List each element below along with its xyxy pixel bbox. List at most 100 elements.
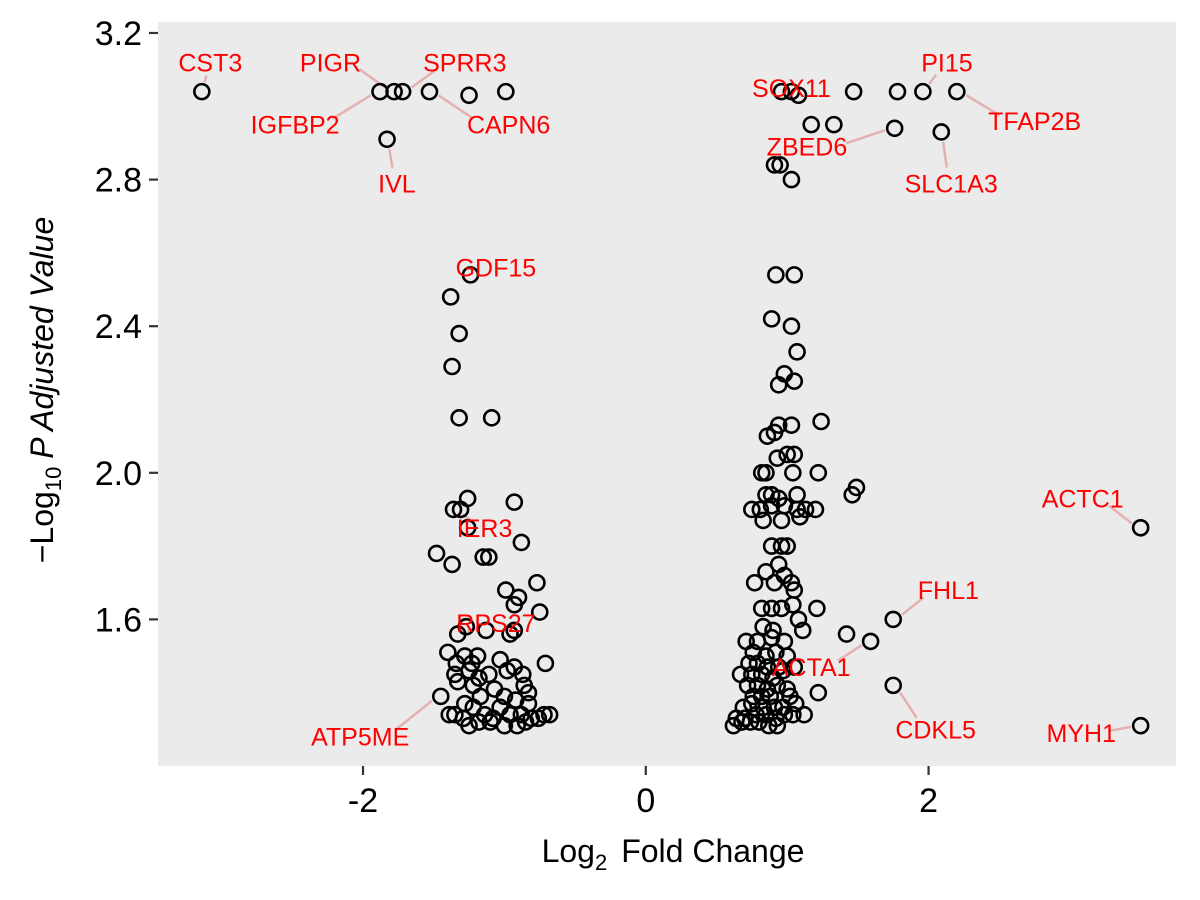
data-point	[768, 449, 787, 467]
label-leader-line	[837, 644, 863, 662]
data-point	[914, 82, 932, 101]
label-leader-line	[941, 141, 948, 168]
data-point	[750, 713, 768, 731]
data-point	[743, 500, 761, 519]
data-point	[439, 643, 457, 662]
data-point	[443, 357, 461, 376]
data-point	[457, 617, 476, 636]
data-point	[791, 507, 809, 526]
data-point	[451, 500, 470, 519]
data-point	[477, 621, 495, 640]
data-point	[754, 511, 772, 530]
data-point	[448, 672, 467, 691]
label-leader-line	[395, 699, 433, 731]
data-point	[785, 445, 804, 464]
data-point	[765, 573, 784, 592]
data-point	[793, 621, 812, 640]
data-point	[743, 694, 761, 713]
data-point	[784, 463, 802, 482]
data-point	[752, 599, 771, 618]
data-point	[789, 86, 808, 105]
data-point	[778, 445, 796, 464]
data-point	[431, 687, 450, 706]
data-point	[440, 705, 459, 724]
gene-label: PIGR	[300, 49, 361, 77]
data-point	[812, 412, 830, 431]
data-point	[393, 82, 412, 101]
data-point	[505, 493, 524, 511]
data-point	[450, 324, 468, 343]
x-tick-label: 2	[919, 782, 938, 820]
data-point	[806, 500, 825, 519]
data-point	[482, 409, 501, 427]
x-tick-label: 0	[636, 782, 655, 820]
data-point	[461, 266, 480, 284]
label-leader-line	[1107, 725, 1131, 733]
data-point	[785, 658, 804, 676]
x-tick-label: -2	[348, 782, 378, 820]
data-point	[786, 694, 805, 713]
label-leader-line	[928, 73, 938, 85]
data-point	[458, 518, 477, 537]
data-point	[825, 115, 843, 134]
y-tick-label: 2.4	[95, 308, 142, 346]
data-point	[772, 599, 791, 618]
label-leader-line	[899, 691, 918, 719]
data-point	[495, 716, 514, 735]
gene-label: ATP5ME	[311, 724, 409, 752]
data-point	[740, 654, 758, 673]
data-point	[789, 610, 808, 629]
data-point	[884, 676, 903, 695]
data-point	[470, 713, 488, 731]
data-point	[754, 617, 772, 636]
data-point	[528, 573, 546, 592]
gene-label: CST3	[178, 49, 242, 77]
data-point	[837, 625, 856, 643]
data-point	[784, 595, 802, 614]
data-point	[497, 581, 515, 599]
gene-label: GDF15	[456, 255, 537, 283]
data-point	[745, 573, 764, 592]
data-point	[378, 130, 396, 149]
data-point	[808, 599, 826, 618]
data-point	[385, 82, 403, 101]
data-point	[785, 372, 804, 390]
data-point	[932, 123, 951, 141]
y-axis-title: −Log10P Adjusted Value	[24, 217, 66, 564]
data-point	[501, 625, 519, 643]
data-point	[480, 665, 498, 684]
gene-label: SLC1A3	[905, 170, 998, 198]
data-point	[759, 716, 778, 735]
label-leader-line	[901, 596, 925, 616]
data-point	[768, 716, 787, 735]
data-point	[535, 705, 553, 724]
data-point	[782, 317, 801, 335]
gene-label: ZBED6	[767, 134, 848, 162]
data-point	[762, 496, 781, 515]
x-axis-title: Log2 Fold Change	[542, 833, 805, 875]
x-axis: -2 0 2	[348, 766, 938, 820]
data-point	[1131, 716, 1150, 735]
data-point	[450, 409, 468, 427]
gene-label: MYH1	[1047, 720, 1116, 748]
data-point	[771, 156, 789, 174]
gene-label: RPS27	[456, 610, 535, 638]
data-point	[885, 119, 904, 138]
gene-labels: CST3 PIGR SPRR3 IGFBP2 CAPN6 IVL SOX11 PI15 TFAP…	[178, 49, 1123, 751]
data-point	[733, 713, 751, 731]
data-point	[861, 632, 880, 651]
data-point	[772, 511, 791, 530]
data-point	[508, 716, 526, 735]
data-point	[495, 687, 514, 706]
data-point	[497, 82, 515, 101]
label-leader-line	[438, 94, 474, 120]
data-point	[769, 416, 788, 434]
y-tick-label: 2.8	[95, 162, 142, 200]
data-point	[772, 82, 791, 101]
gene-label: IGFBP2	[251, 112, 340, 140]
gene-label: IER3	[457, 515, 513, 543]
data-point	[757, 463, 775, 482]
data-point	[802, 115, 821, 134]
y-axis: 1.6 2.0 2.4 2.8 3.2	[95, 15, 158, 639]
